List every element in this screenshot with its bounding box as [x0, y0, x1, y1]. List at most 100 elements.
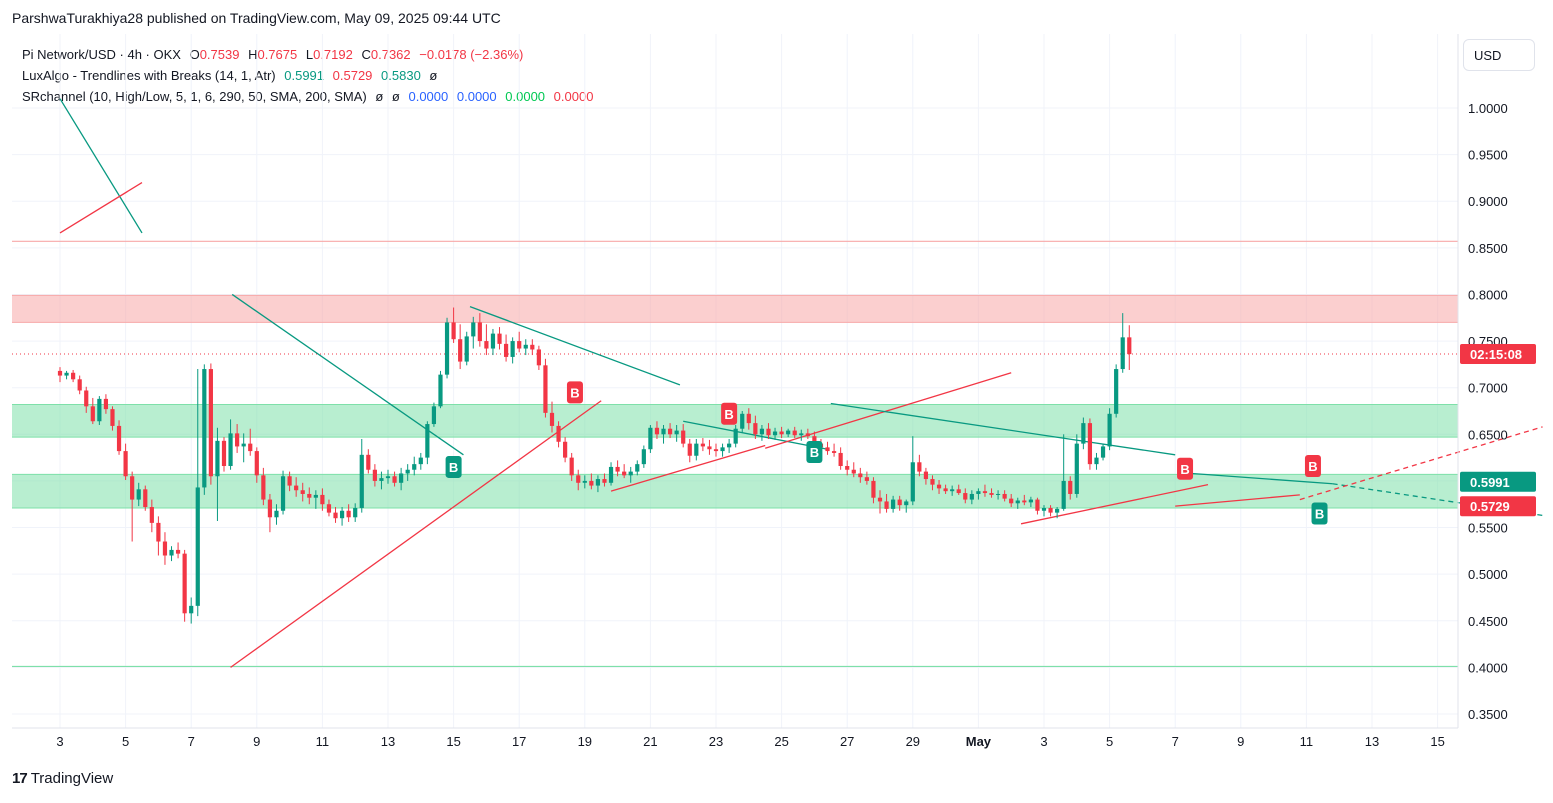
- candle-body: [110, 409, 115, 426]
- candle-body: [339, 510, 345, 519]
- candle: [162, 532, 168, 565]
- indicator-legend-row-srchannel[interactable]: SRchannel (10, High/Low, 5, 1, 6, 290, 5…: [22, 86, 598, 107]
- candle: [563, 437, 568, 463]
- candle-body: [1068, 480, 1073, 494]
- candle-body: [307, 493, 312, 498]
- trend-lower-label: 0.5729: [1460, 496, 1536, 517]
- tradingview-logo[interactable]: 17 TradingView: [12, 770, 113, 787]
- candle: [1055, 507, 1060, 519]
- candle-body: [648, 427, 653, 450]
- candle: [418, 452, 423, 470]
- candle-body: [628, 471, 633, 476]
- candle-body: [786, 430, 791, 435]
- candle-body: [221, 440, 227, 467]
- candle-body: [510, 341, 515, 357]
- candle: [667, 423, 673, 439]
- countdown-label: 02:15:08: [1460, 343, 1536, 364]
- candle: [700, 438, 705, 452]
- currency-button[interactable]: USD: [1463, 39, 1535, 71]
- candle-body: [654, 427, 660, 435]
- candle: [267, 493, 273, 533]
- candle-body: [372, 469, 377, 481]
- indicator-name[interactable]: LuxAlgo - Trendlines with Breaks (14, 1,…: [22, 68, 276, 83]
- candle: [950, 485, 955, 496]
- candle-body: [1087, 423, 1093, 465]
- close-label: C: [361, 47, 371, 62]
- zone-resistance: [12, 295, 1458, 323]
- candle-body: [90, 406, 95, 422]
- candle-body: [451, 322, 456, 340]
- candle: [143, 485, 148, 511]
- candle-body: [661, 428, 666, 435]
- break-label-box: [1177, 457, 1194, 480]
- candle: [891, 495, 896, 513]
- break-label-box: [806, 441, 823, 464]
- indicator-name[interactable]: SRchannel (10, High/Low, 5, 1, 6, 290, 5…: [22, 89, 367, 104]
- candle-body: [202, 369, 207, 488]
- candle-body: [543, 365, 548, 413]
- candle-body: [936, 484, 942, 489]
- trendline-green: [469, 305, 681, 386]
- x-tick-label: 21: [643, 734, 657, 749]
- candle-body: [963, 493, 968, 500]
- candle-body: [779, 431, 784, 435]
- indicator-legend-row-trendlines[interactable]: LuxAlgo - Trendlines with Breaks (14, 1,…: [22, 65, 598, 86]
- candle-body: [707, 446, 712, 450]
- candle-body: [536, 349, 541, 366]
- candle: [963, 488, 968, 504]
- candle-body: [287, 476, 292, 486]
- candle-body: [169, 549, 174, 556]
- candle: [766, 423, 771, 439]
- symbol-legend-row[interactable]: Pi Network/USD · 4h · OKX O0.7539 H0.767…: [22, 44, 598, 65]
- x-tick-label: 29: [906, 734, 920, 749]
- candle: [995, 490, 1001, 500]
- candle: [713, 443, 719, 457]
- candle-body: [772, 431, 778, 436]
- x-tick-label: 3: [1040, 734, 1047, 749]
- candle-body: [1081, 423, 1086, 444]
- candle: [1022, 494, 1027, 506]
- candle: [235, 424, 240, 453]
- trendline-green: [231, 293, 464, 456]
- candle: [77, 375, 82, 395]
- candle-body: [687, 443, 692, 456]
- candle-body: [825, 447, 830, 452]
- candle-body: [182, 553, 187, 614]
- candle-body: [989, 493, 994, 495]
- zone-support-lower: [12, 474, 1458, 508]
- chart-legend: Pi Network/USD · 4h · OKX O0.7539 H0.767…: [22, 44, 598, 107]
- candle: [517, 331, 522, 353]
- trendline-green: [1178, 471, 1333, 485]
- indicator-null-value: ø: [375, 89, 384, 104]
- candle: [353, 503, 358, 522]
- open-label: O: [189, 47, 200, 62]
- candle: [254, 447, 259, 483]
- candle: [1015, 497, 1020, 509]
- symbol-name[interactable]: Pi Network/USD · 4h · OKX: [22, 47, 181, 62]
- candle: [969, 490, 974, 505]
- x-tick-label: 5: [1106, 734, 1113, 749]
- y-tick-label: 0.9000: [1468, 194, 1508, 209]
- y-tick-label: 0.3500: [1468, 707, 1508, 722]
- candle-body: [720, 447, 725, 452]
- candle: [136, 482, 141, 507]
- candle: [635, 460, 640, 476]
- candle-body: [845, 466, 850, 470]
- candle: [589, 473, 594, 490]
- x-tick-label: 15: [1430, 734, 1444, 749]
- candle-body: [608, 466, 614, 483]
- trend-upper-label-text: 0.5991: [1470, 475, 1510, 490]
- candle: [103, 394, 109, 414]
- candle: [123, 443, 128, 480]
- candle: [825, 441, 830, 455]
- candle-body: [864, 477, 869, 481]
- candle: [84, 386, 89, 413]
- candle-body: [149, 507, 154, 523]
- x-tick-label: 9: [253, 734, 260, 749]
- candle-body: [1022, 500, 1027, 503]
- break-label-red: B: [721, 402, 738, 425]
- candle-body: [71, 372, 76, 380]
- candle: [976, 488, 981, 500]
- candle: [602, 473, 607, 487]
